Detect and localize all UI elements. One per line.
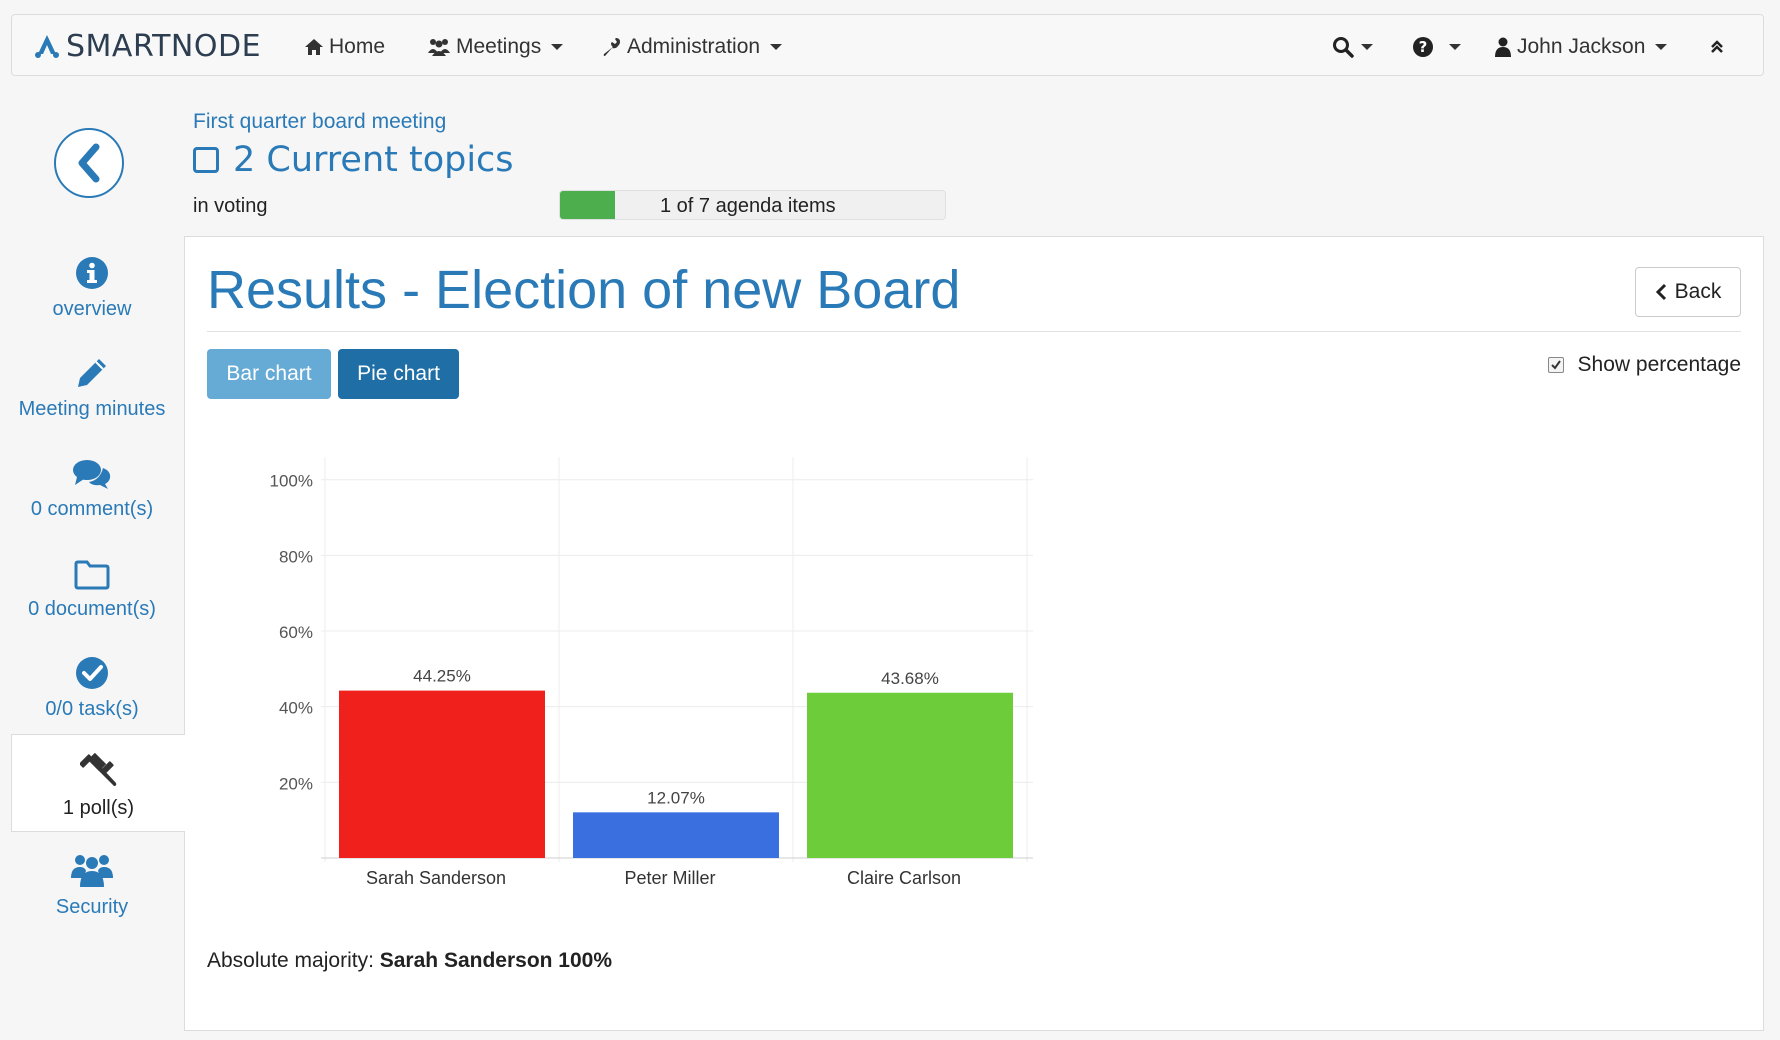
bar-claire-carlson (807, 692, 1013, 858)
chevron-down-icon (1361, 44, 1373, 50)
wrench-icon (603, 38, 620, 56)
user-icon (1495, 37, 1511, 57)
bar-chart-button[interactable]: Bar chart (207, 349, 331, 399)
check-circle-icon (76, 657, 108, 689)
y-tick-label: 20% (279, 774, 313, 793)
sidebar-item-documents[interactable]: 0 document(s) (0, 550, 184, 621)
brand-logo[interactable]: SMARTNODE (34, 28, 262, 64)
smartnode-logo-icon (35, 35, 59, 58)
info-circle-icon (76, 257, 108, 289)
comments-icon (73, 460, 111, 489)
page-title: Results - Election of new Board (207, 260, 961, 320)
nav-search[interactable] (1332, 33, 1373, 61)
top-navbar: SMARTNODE Home Meetings Administration ?… (11, 14, 1764, 76)
svg-text:?: ? (1419, 38, 1428, 56)
gavel-icon (79, 753, 116, 786)
absolute-majority-text: Absolute majority: Sarah Sanderson 100% (207, 949, 612, 973)
agenda-progress-fill (560, 191, 615, 219)
sidebar-item-security[interactable]: Security (0, 848, 184, 919)
sidebar-item-label: Security (55, 896, 129, 918)
brand-name: SMARTNODE (66, 28, 262, 64)
majority-prefix: Absolute majority: (207, 949, 380, 972)
chevron-down-icon (770, 44, 783, 50)
search-icon (1333, 37, 1354, 58)
nav-administration-label: Administration (627, 35, 761, 58)
majority-value: Sarah Sanderson 100% (379, 949, 613, 972)
chevron-left-icon (78, 143, 100, 183)
check-icon (1550, 360, 1561, 370)
pie-chart-button[interactable]: Pie chart (338, 349, 459, 399)
home-icon (305, 39, 323, 55)
sidebar-item-label: 0/0 task(s) (45, 698, 139, 720)
back-button-label: Back (1674, 280, 1722, 303)
chevron-down-icon (1449, 44, 1461, 50)
agenda-progress-label: 1 of 7 agenda items (660, 195, 836, 217)
bar-peter-miller (573, 812, 779, 858)
folder-icon (74, 560, 110, 590)
bar-data-label: 43.68% (881, 669, 939, 688)
y-tick-label: 80% (279, 547, 313, 566)
nav-meetings-label: Meetings (456, 35, 542, 58)
show-percentage-toggle[interactable]: Show percentage (1547, 353, 1741, 377)
nav-home-label: Home (329, 35, 386, 58)
topic-status: in voting (193, 195, 268, 217)
user-name: John Jackson (1517, 35, 1646, 58)
users-icon (428, 39, 450, 56)
pencil-icon (78, 359, 106, 387)
sidebar-item-label: overview (52, 298, 132, 320)
x-category-label: Claire Carlson (847, 868, 961, 888)
topic-title-text: 2 Current topics (233, 140, 514, 180)
nav-user-menu[interactable]: John Jackson (1494, 33, 1668, 61)
x-category-label: Peter Miller (624, 868, 715, 888)
sidebar-item-label: Meeting minutes (18, 398, 166, 420)
collapse-button[interactable] (1709, 33, 1730, 61)
sidebar-item-tasks[interactable]: 0/0 task(s) (0, 650, 184, 721)
sidebar-item-label: 1 poll(s) (62, 797, 135, 819)
sidebar-item-comments[interactable]: 0 comment(s) (0, 450, 184, 521)
nav-help[interactable]: ? (1412, 33, 1461, 61)
y-tick-label: 100% (270, 472, 313, 491)
sidebar-item-label: 0 document(s) (28, 598, 156, 620)
question-circle-icon: ? (1413, 37, 1433, 57)
users-icon (71, 855, 113, 887)
back-button[interactable]: Back (1635, 267, 1741, 317)
back-circle-button[interactable] (54, 128, 124, 198)
chevron-down-icon (1655, 44, 1668, 50)
sidebar-item-polls[interactable]: 1 poll(s) (11, 734, 185, 832)
agenda-progress-bar: 1 of 7 agenda items (559, 190, 946, 220)
y-tick-label: 60% (279, 623, 313, 642)
results-panel: Results - Election of new Board Back Bar… (184, 236, 1764, 1031)
bar-data-label: 12.07% (647, 788, 705, 807)
sidebar-item-overview[interactable]: overview (0, 250, 184, 321)
show-percentage-checkbox[interactable] (1547, 357, 1564, 373)
results-bar-chart: 20% 40% 60% 80% 100% 44.25% Sarah Sanderson 12.… (270, 457, 1033, 888)
sidebar-item-label: 0 comment(s) (30, 498, 154, 520)
show-percentage-label: Show percentage (1577, 353, 1741, 376)
chevron-down-icon (551, 44, 564, 50)
nav-administration[interactable]: Administration (602, 33, 783, 61)
chevron-left-icon (1655, 283, 1666, 301)
x-category-label: Sarah Sanderson (366, 868, 506, 888)
bar-sarah-sanderson (339, 690, 545, 858)
square-icon (193, 147, 219, 173)
title-divider (207, 331, 1741, 332)
double-chevron-up-icon (1711, 40, 1723, 53)
bar-data-label: 44.25% (413, 667, 471, 686)
y-tick-label: 40% (279, 699, 313, 718)
sidebar: overview Meeting minutes 0 comment(s) 0 … (0, 76, 185, 1040)
meeting-breadcrumb-link[interactable]: First quarter board meeting (193, 110, 447, 133)
nav-meetings[interactable]: Meetings (427, 33, 564, 61)
nav-home[interactable]: Home (304, 33, 385, 61)
topic-title: 2 Current topics (193, 140, 514, 180)
sidebar-item-meeting-minutes[interactable]: Meeting minutes (0, 350, 184, 421)
